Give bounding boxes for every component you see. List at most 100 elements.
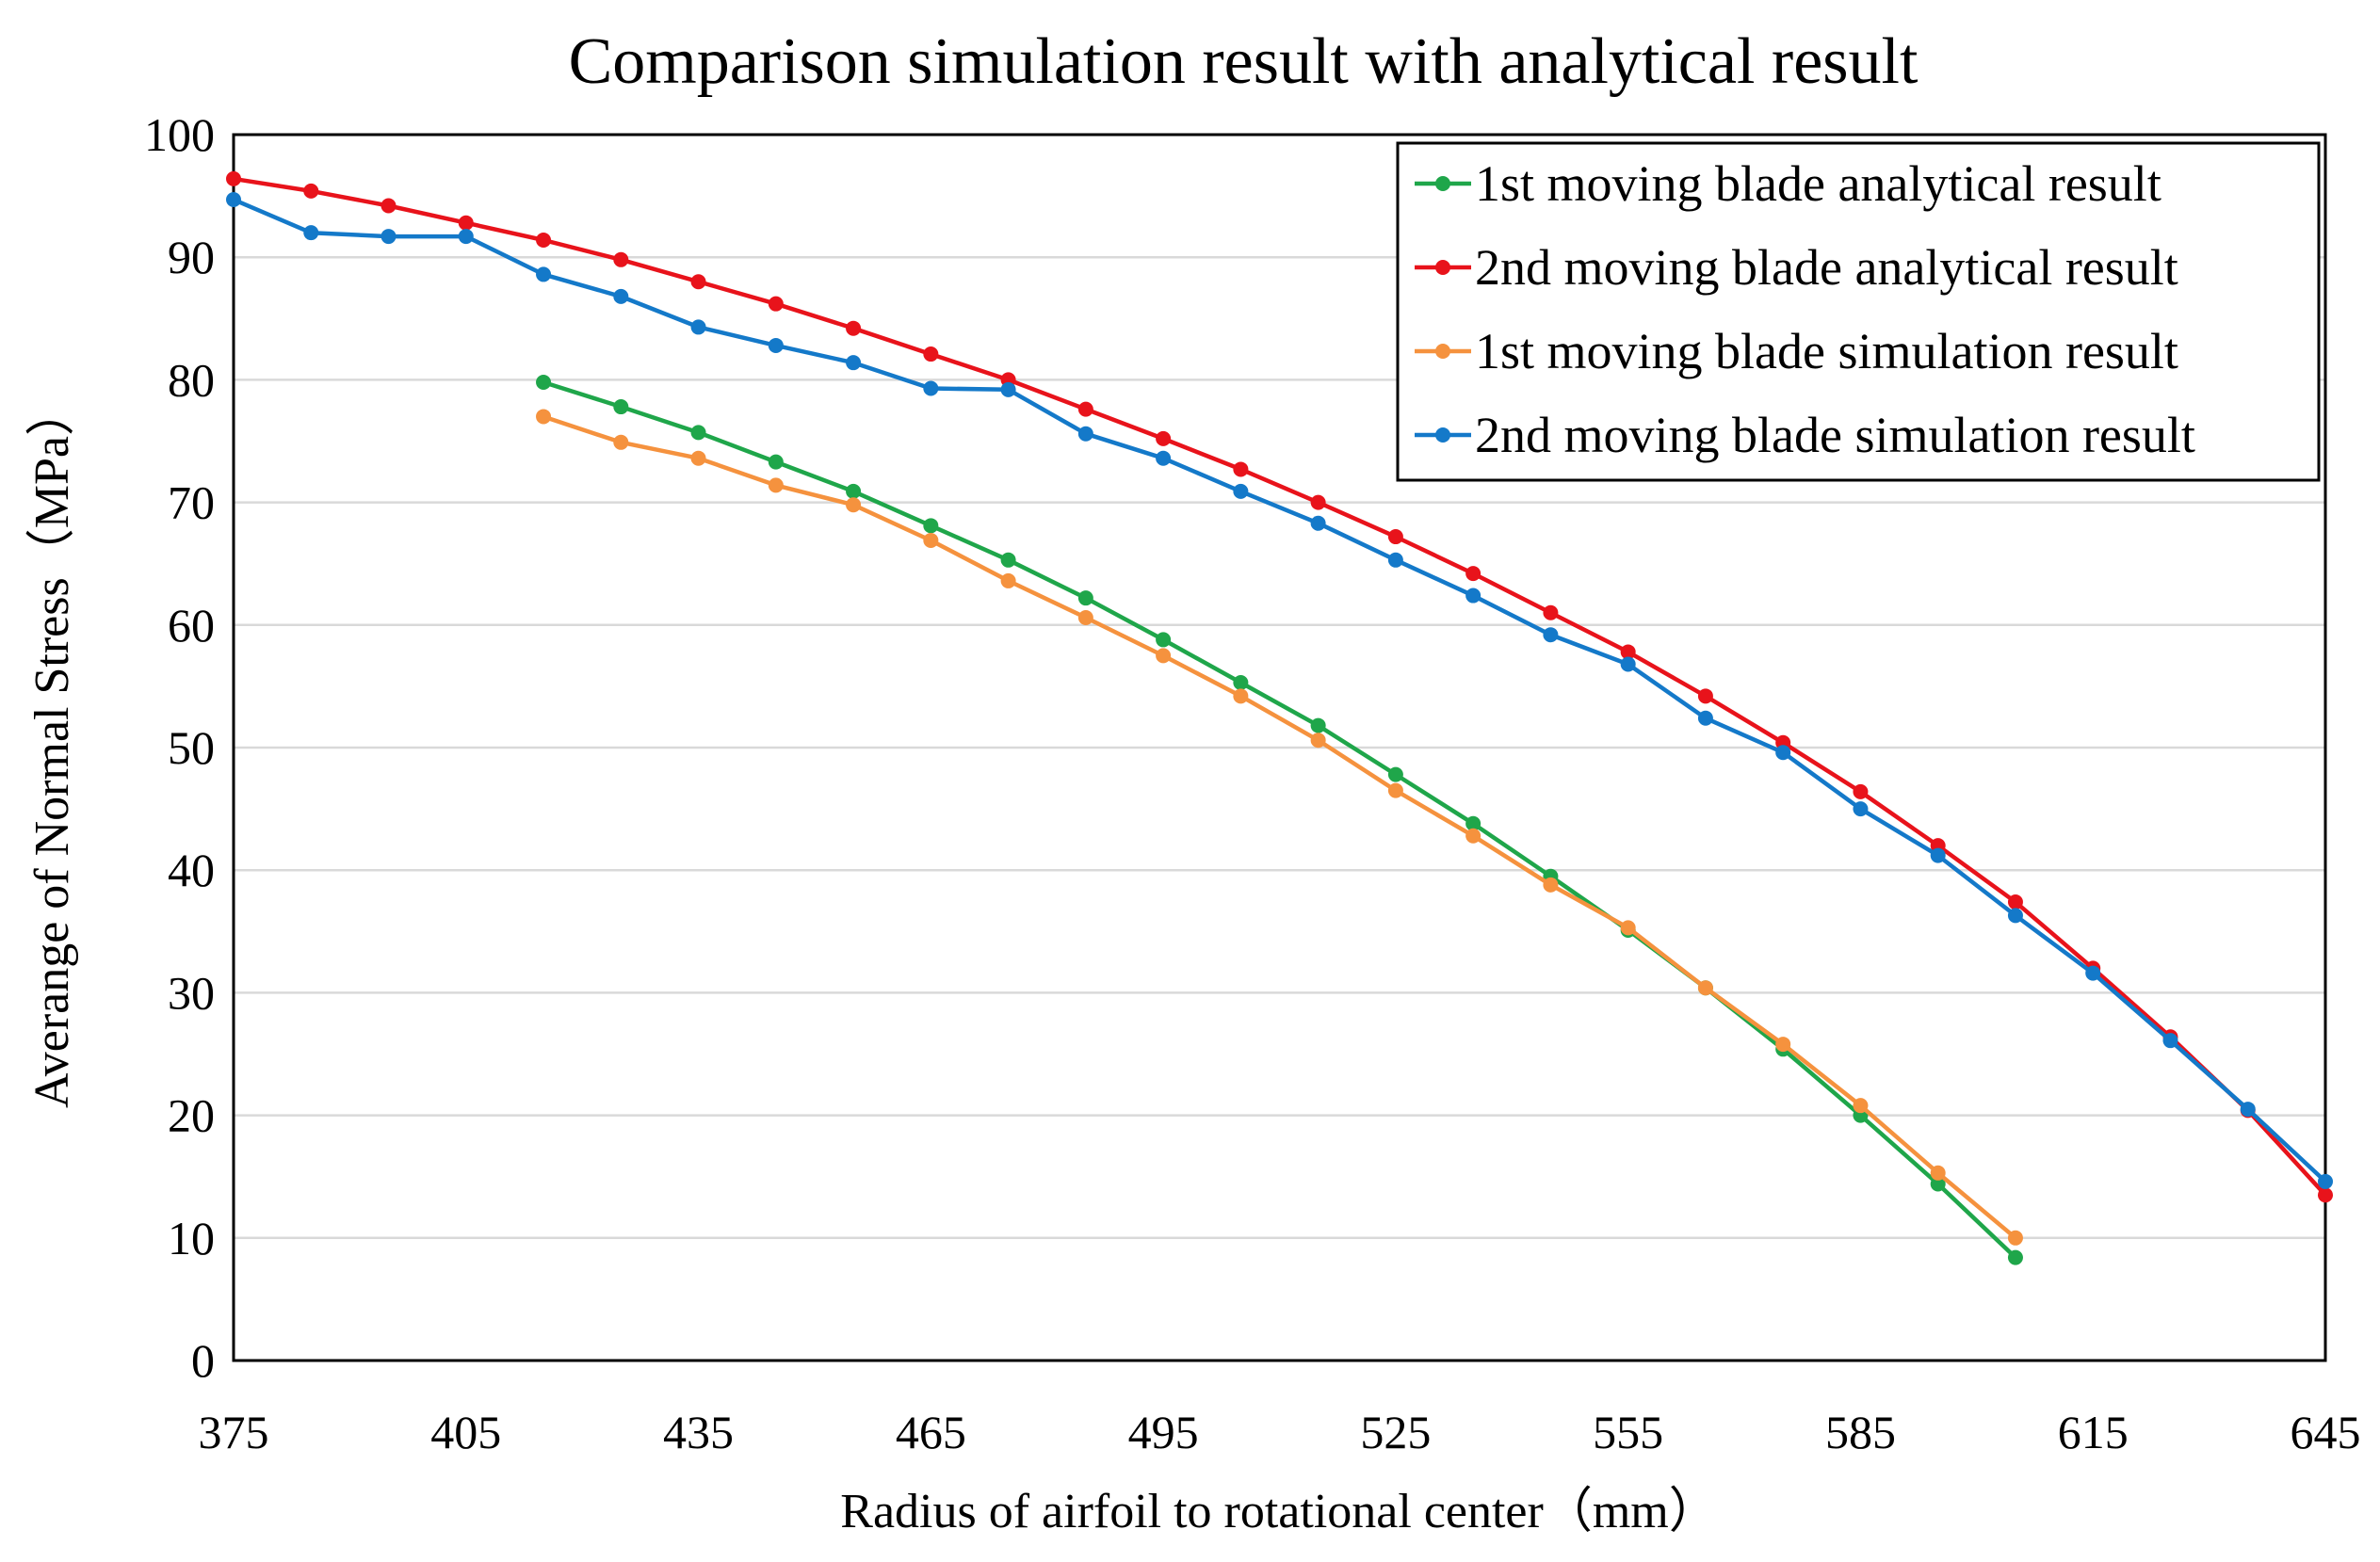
data-point [536,375,552,391]
series-3 [536,409,2023,1246]
data-point [1930,847,1946,863]
data-point [1156,430,1172,446]
data-point [1697,980,1713,996]
legend-label: 2nd moving blade simulation result [1475,407,2195,463]
data-point [458,229,474,245]
legend-label: 1st moving blade analytical result [1475,155,2161,212]
series-4 [226,192,2333,1189]
y-tick-label: 0 [191,1334,215,1387]
data-point [303,183,319,199]
data-point [1077,426,1093,442]
data-point [846,483,862,499]
data-point [1853,1098,1869,1114]
data-point [613,399,629,415]
data-point [1310,717,1326,733]
data-point [536,409,552,425]
data-point [923,518,939,534]
data-point [1543,627,1559,643]
x-tick-label: 585 [1825,1406,1896,1458]
legend-entry-3: 1st moving blade simulation result [1415,323,2178,379]
legend-entry-2: 2nd moving blade analytical result [1415,239,2178,296]
data-point [2240,1102,2256,1118]
legend-entry-1: 1st moving blade analytical result [1415,155,2161,212]
data-point [380,229,397,245]
data-point [1620,644,1636,660]
y-tick-label: 10 [168,1212,215,1264]
x-axis-label: Radius of airfoil to rotational center（m… [840,1485,1717,1538]
plot-area-border [232,133,2327,1362]
data-point [1543,877,1559,893]
data-point [1543,604,1559,620]
data-point [1853,783,1869,799]
x-tick-label: 405 [430,1406,501,1458]
data-point [690,425,706,441]
data-point [1620,656,1636,672]
data-point [846,320,862,336]
data-point [1387,782,1403,798]
data-point [1465,828,1481,844]
x-tick-label: 435 [663,1406,734,1458]
data-point [613,288,629,304]
data-point [1853,801,1869,817]
data-point [1697,710,1713,726]
data-point [1156,648,1172,664]
data-point [1387,552,1403,568]
data-point [1775,745,1791,761]
x-tick-label: 375 [199,1406,269,1458]
data-point [768,337,784,353]
data-series [226,170,2333,1265]
data-point [1387,766,1403,782]
x-tick-label: 615 [2058,1406,2129,1458]
data-point [458,215,474,231]
y-tick-label: 90 [168,231,215,283]
x-tick-label: 645 [2291,1406,2361,1458]
data-point [1697,688,1713,704]
data-point [1233,461,1249,477]
chart-title: Comparison simulation result with analyt… [569,25,1919,98]
data-point [1310,515,1326,531]
data-point [1310,733,1326,749]
y-tick-label: 100 [144,108,215,161]
y-tick-label: 70 [168,476,215,529]
data-point [923,380,939,396]
data-point [1775,1037,1791,1053]
data-point [226,192,241,208]
x-axis-ticks: 375 405 435 465 495 525 555 585 615 645 [199,1406,2361,1458]
y-tick-label: 60 [168,599,215,652]
data-point [846,355,862,371]
data-point [768,296,784,312]
data-point [1620,920,1636,936]
data-point [1000,381,1016,397]
data-point [1156,632,1172,648]
legend-label: 1st moving blade simulation result [1475,323,2178,379]
data-point [923,532,939,548]
legend-marker [1435,260,1450,275]
legend-label: 2nd moving blade analytical result [1475,239,2178,296]
y-tick-label: 40 [168,844,215,896]
x-tick-label: 495 [1128,1406,1199,1458]
data-point [2007,1249,2023,1265]
data-point [1465,566,1481,582]
x-tick-label: 525 [1360,1406,1431,1458]
series-line [233,176,2327,1197]
data-point [1310,494,1326,510]
data-point [1077,590,1093,606]
data-point [1000,552,1016,568]
data-point [1233,483,1249,499]
y-tick-label: 30 [168,966,215,1019]
data-point [2318,1173,2333,1189]
data-point [1233,674,1249,690]
legend-marker [1435,176,1450,191]
data-point [613,434,629,450]
data-point [536,266,552,282]
data-point [1156,450,1172,466]
data-point [1465,588,1481,604]
data-point [613,251,629,267]
x-tick-label: 555 [1593,1406,1663,1458]
data-point [690,450,706,466]
data-point [2007,894,2023,910]
legend-entry-4: 2nd moving blade simulation result [1415,407,2195,463]
data-point [2318,1187,2333,1203]
data-point [226,170,241,186]
series-line [542,379,2017,1260]
